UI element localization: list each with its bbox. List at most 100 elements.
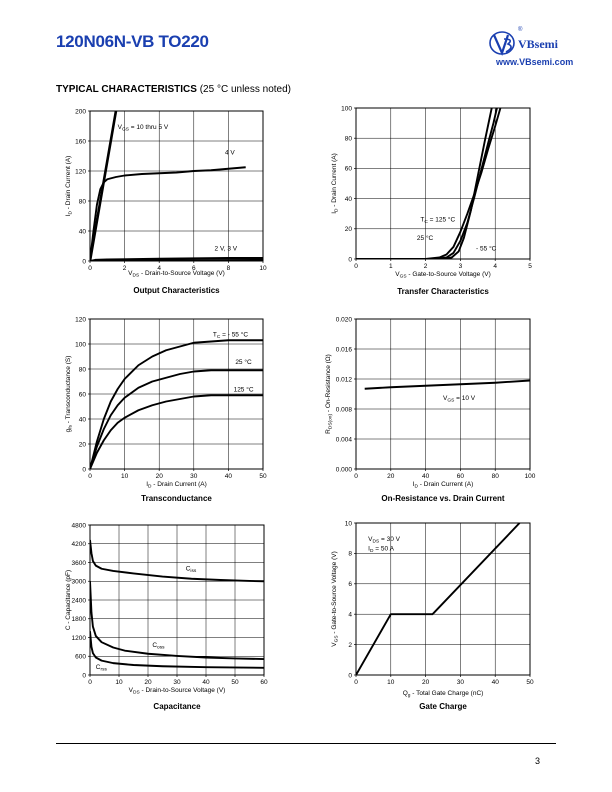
y-tick-label: 1800 [72, 616, 87, 623]
x-tick-label: 30 [457, 679, 465, 686]
y-axis-label: gfs - Transconductance (S) [65, 356, 74, 433]
series-annotation: Crss [96, 664, 108, 673]
x-tick-label: 0 [354, 263, 358, 270]
x-tick-label: 6 [192, 265, 196, 272]
y-axis-label: ID - Drain Current (A) [331, 153, 340, 214]
y-tick-label: 0 [82, 466, 86, 473]
series-annotation: ID = 50 A [368, 545, 394, 554]
y-tick-label: 120 [75, 168, 86, 175]
x-axis-label: VGS - Gate-to-Source Voltage (V) [395, 271, 491, 280]
series-line [356, 108, 502, 259]
y-tick-label: 10 [345, 520, 353, 527]
y-tick-label: 200 [75, 108, 86, 115]
x-tick-label: 80 [492, 473, 500, 480]
page-number: 3 [535, 756, 541, 766]
y-tick-label: 0.020 [336, 316, 353, 323]
x-tick-label: 0 [354, 473, 358, 480]
series-annotation: Coss [152, 642, 165, 651]
chart-transfer-characteristics: 0 1 2 3 4 5 0 20 40 60 80 100 VGS - Gate-to-Source V… [331, 105, 532, 296]
y-tick-label: 100 [75, 341, 86, 348]
x-axis-label: VDS - Drain-to-Source Voltage (V) [129, 687, 226, 696]
x-tick-label: 40 [202, 679, 210, 686]
chart-output-characteristics: 0 2 4 6 8 10 0 40 80 120 160 200 VDS - Drain-to-Sour… [65, 108, 267, 295]
series-annotation: 125 °C [234, 386, 254, 394]
x-tick-label: 3 [459, 263, 463, 270]
x-tick-label: 20 [387, 473, 395, 480]
series-line [90, 258, 263, 261]
x-tick-label: 40 [225, 473, 233, 480]
series-line [90, 581, 264, 661]
series-line [356, 523, 521, 675]
brand-url[interactable]: www.VBsemi.com [496, 57, 574, 67]
y-tick-label: 4 [348, 612, 352, 619]
x-tick-label: 5 [528, 263, 532, 270]
plot-frame [89, 110, 264, 262]
series-line [90, 166, 246, 261]
series-line [90, 369, 263, 469]
x-tick-label: 2 [123, 265, 127, 272]
chart-title: Transconductance [141, 494, 212, 503]
plot-frame [355, 107, 531, 260]
y-tick-label: 4200 [72, 541, 87, 548]
series-annotation: VGS = 10 V [443, 395, 476, 404]
y-tick-label: 6 [348, 581, 352, 588]
y-axis-label: C - Capacitance (pF) [65, 570, 72, 630]
y-axis-label: VGS - Gate-to-Source Voltage (V) [331, 551, 340, 647]
y-tick-label: 0 [348, 672, 352, 679]
y-tick-label: 600 [75, 654, 86, 661]
y-tick-label: 0 [348, 256, 352, 263]
x-tick-label: 0 [354, 679, 358, 686]
x-axis-label: Qg - Total Gate Charge (nC) [403, 690, 484, 699]
series-annotation: VDS = 30 V [368, 536, 400, 545]
x-axis-label: ID - Drain Current (A) [146, 481, 207, 490]
series-annotation: TC = - 55 °C [213, 331, 249, 341]
x-tick-label: 2 [424, 263, 428, 270]
x-tick-label: 8 [227, 265, 231, 272]
y-tick-label: 60 [345, 166, 353, 173]
footer-divider [56, 743, 556, 744]
y-tick-label: 8 [348, 551, 352, 558]
series-annotation: VGS = 10 thru 5 V [118, 124, 169, 133]
series-annotation: 2 V, 3 V [215, 246, 238, 253]
registered-mark: ® [518, 27, 523, 33]
series-annotation: 25 °C [235, 358, 252, 366]
y-tick-label: 3000 [72, 579, 87, 586]
y-axis-label: RDS(on) - On-Resistance (Ω) [325, 354, 334, 434]
brand-name: VBsemi [518, 37, 558, 51]
series-line [356, 108, 493, 259]
x-tick-label: 40 [492, 679, 500, 686]
y-tick-label: 20 [79, 441, 87, 448]
x-axis-label: ID - Drain Current (A) [413, 481, 474, 490]
y-tick-label: 40 [345, 196, 353, 203]
series-line [364, 379, 530, 390]
chart-capacitance: 0 10 20 30 40 50 60060012001800240030003600420… [65, 522, 268, 711]
x-tick-label: 60 [457, 473, 465, 480]
y-axis-label: ID - Drain Current (A) [65, 156, 74, 217]
x-tick-label: 10 [115, 679, 123, 686]
y-tick-label: 4800 [72, 522, 87, 529]
y-tick-label: 60 [79, 391, 87, 398]
series-annotation: TC = 125 °C [420, 215, 455, 225]
x-tick-label: 20 [144, 679, 152, 686]
vbsemi-logo-icon [489, 31, 515, 57]
y-tick-label: 20 [345, 226, 353, 233]
series-line [90, 631, 264, 669]
x-tick-label: 30 [190, 473, 198, 480]
chart-title: Output Characteristics [133, 286, 220, 295]
chart-gate-charge: 0 10 20 30 40 50 0 2 4 6 8 10 Qg - Total Gate Charge… [331, 520, 534, 711]
series-line [90, 394, 263, 469]
x-tick-label: 20 [156, 473, 164, 480]
x-tick-label: 10 [387, 679, 395, 686]
y-tick-label: 0.008 [336, 406, 353, 413]
part-number: 120N06N-VB TO220 [56, 32, 209, 51]
brand-logo: ® VBsemi www.VBsemi.com [488, 27, 584, 69]
series-annotation: 4 V [225, 150, 235, 157]
y-tick-label: 1200 [72, 635, 87, 642]
x-axis-label: VDS - Drain-to-Source Voltage (V) [128, 270, 225, 279]
x-tick-label: 10 [259, 265, 267, 272]
chart-transconductance: 0 10 20 30 40 50 0 20 40 60 80 100 120 ID - Drain Cur… [65, 316, 267, 503]
y-tick-label: 0 [82, 672, 86, 679]
chart-on-resistance: 0 20 40 60 80 100 0.000 0.004 0.008 0.012 0.016 0.0… [325, 316, 536, 503]
y-tick-label: 100 [341, 105, 352, 112]
y-tick-label: 40 [79, 228, 87, 235]
